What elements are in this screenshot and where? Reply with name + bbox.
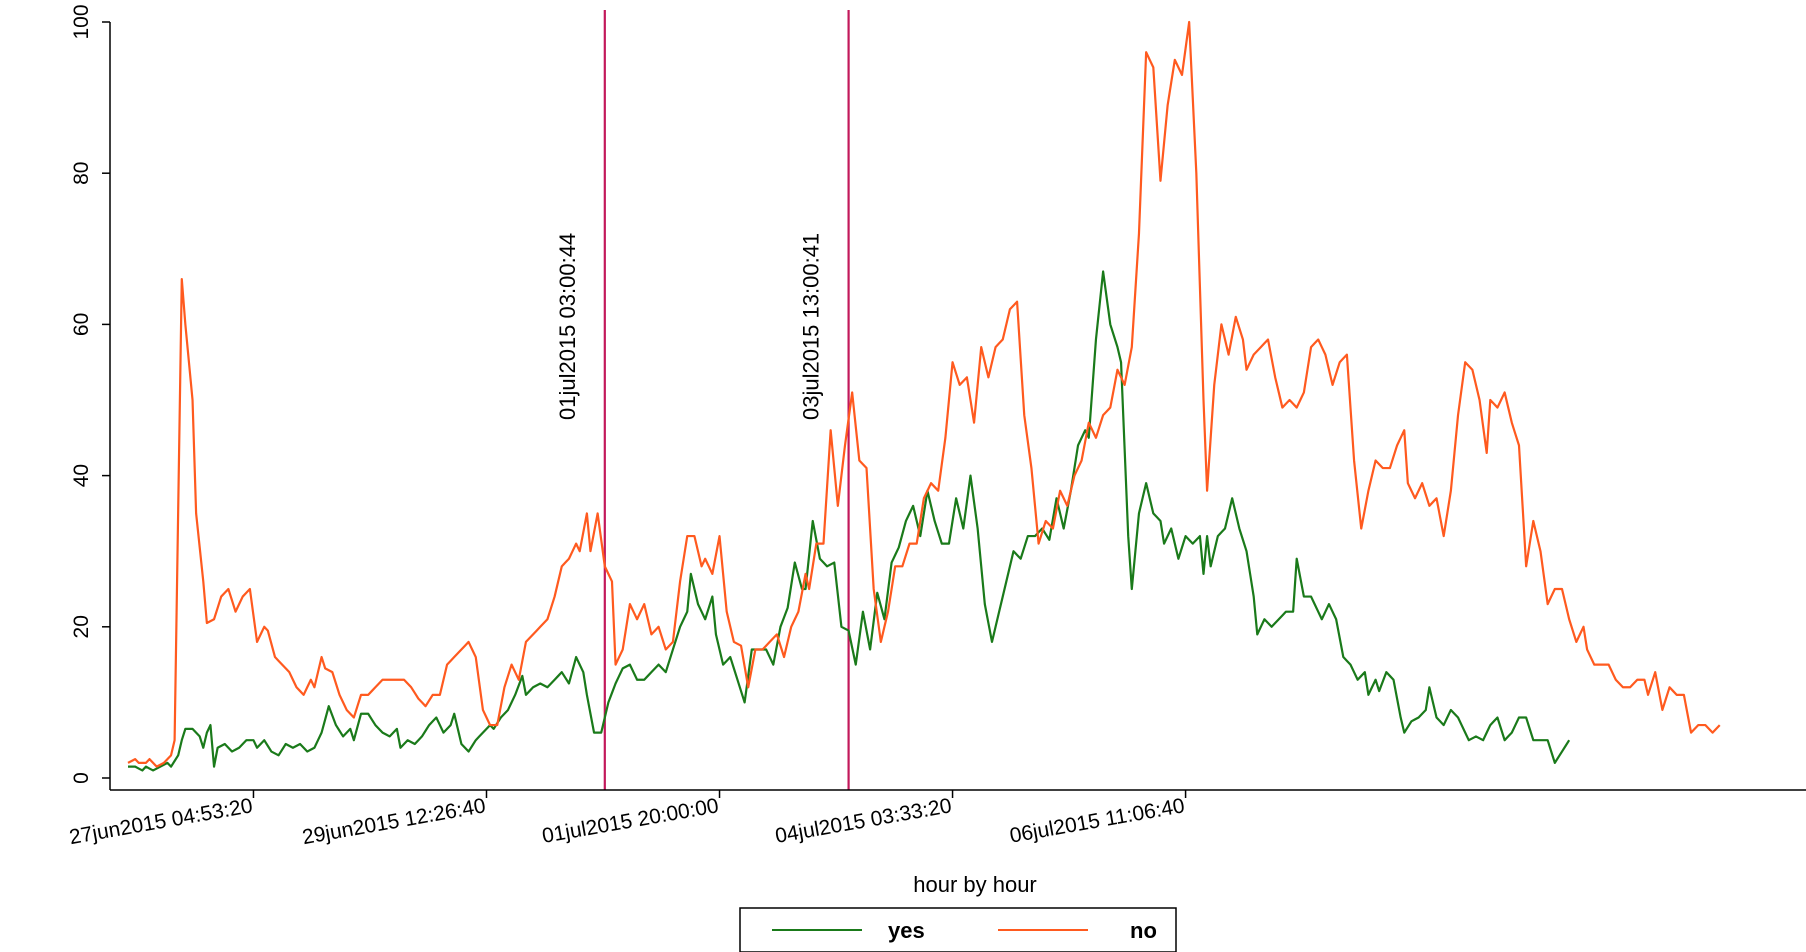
y-tick-label: 0 [70, 772, 93, 784]
x-axis: 27jun2015 04:53:20 29jun2015 12:26:40 01ju… [67, 790, 1186, 849]
legend-label-yes: yes [888, 918, 925, 943]
y-tick-label: 40 [70, 464, 93, 487]
y-tick-label: 80 [70, 162, 93, 185]
y-tick-label: 20 [70, 615, 93, 638]
y-tick-label: 100 [70, 4, 93, 39]
series-line-no [127, 20, 1721, 768]
series-layer [127, 20, 1721, 772]
series-line-yes [128, 270, 1571, 772]
reference-lines: 01jul2015 03:00:44 03jul2015 13:00:41 [555, 10, 850, 790]
x-axis-title: hour by hour [913, 872, 1037, 897]
x-tick-label: 06jul2015 11:06:40 [1008, 794, 1186, 847]
x-tick-label: 04jul2015 03:33:20 [773, 794, 953, 848]
reference-line-label: 03jul2015 13:00:41 [799, 233, 824, 420]
x-tick-label: 27jun2015 04:53:20 [67, 794, 254, 849]
legend-label-no: no [1130, 918, 1157, 943]
x-tick-label: 01jul2015 20:00:00 [540, 794, 720, 848]
x-tick-label: 29jun2015 12:26:40 [301, 794, 488, 849]
y-axis: 0 20 40 60 80 100 [70, 4, 110, 784]
reference-line-label: 01jul2015 03:00:44 [555, 233, 580, 420]
legend: yes no [739, 907, 1177, 952]
y-tick-label: 60 [70, 313, 93, 336]
